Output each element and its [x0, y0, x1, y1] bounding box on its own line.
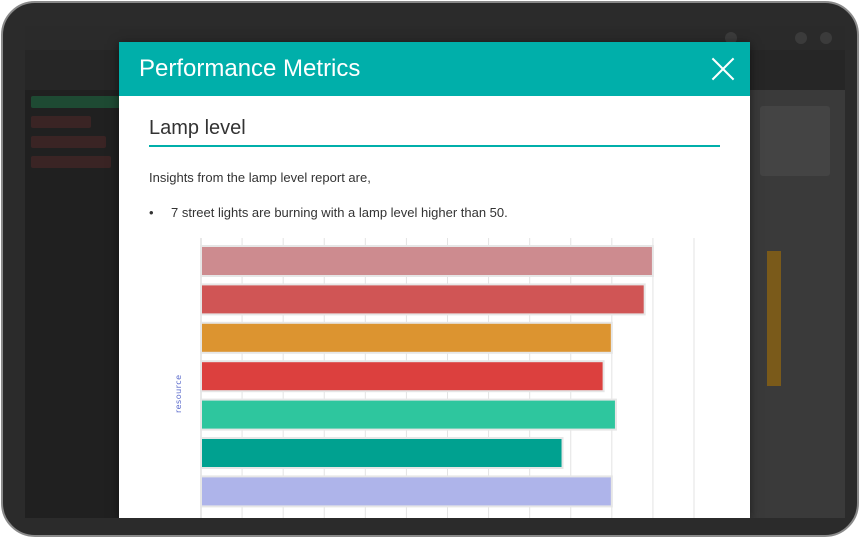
performance-metrics-dialog: Performance Metrics Lamp level Insights … — [119, 42, 750, 518]
background-sidebar — [25, 90, 135, 518]
background-chart-bar — [767, 251, 781, 386]
chart-bar[interactable] — [200, 283, 646, 316]
bullet-marker: • — [149, 205, 154, 220]
background-card — [760, 106, 830, 176]
screen: Performance Metrics Lamp level Insights … — [25, 26, 845, 518]
background-icon — [725, 32, 737, 44]
dialog-header: Performance Metrics — [119, 42, 750, 96]
section-divider — [149, 145, 720, 147]
dialog-title: Performance Metrics — [139, 55, 361, 82]
chart-bar[interactable] — [200, 360, 605, 393]
background-sidebar-item — [31, 156, 111, 168]
background-sidebar-item — [31, 96, 121, 108]
lamp-level-chart: resource — [159, 238, 719, 518]
chart-bar[interactable] — [200, 321, 613, 354]
background-icon — [820, 32, 832, 44]
insight-text: 7 street lights are burning with a lamp … — [171, 205, 508, 220]
y-axis-label: resource — [174, 374, 183, 413]
chart-bar[interactable] — [200, 475, 613, 508]
background-icon — [795, 32, 807, 44]
intro-text: Insights from the lamp level report are, — [149, 170, 371, 185]
close-icon[interactable] — [710, 56, 736, 82]
section-title: Lamp level — [149, 117, 246, 139]
chart-bar[interactable] — [200, 437, 564, 469]
chart-bar[interactable] — [200, 245, 654, 277]
background-sidebar-item — [31, 136, 106, 148]
chart-bar[interactable] — [200, 398, 617, 431]
chart-plot-area — [200, 238, 695, 518]
background-sidebar-item — [31, 116, 91, 128]
